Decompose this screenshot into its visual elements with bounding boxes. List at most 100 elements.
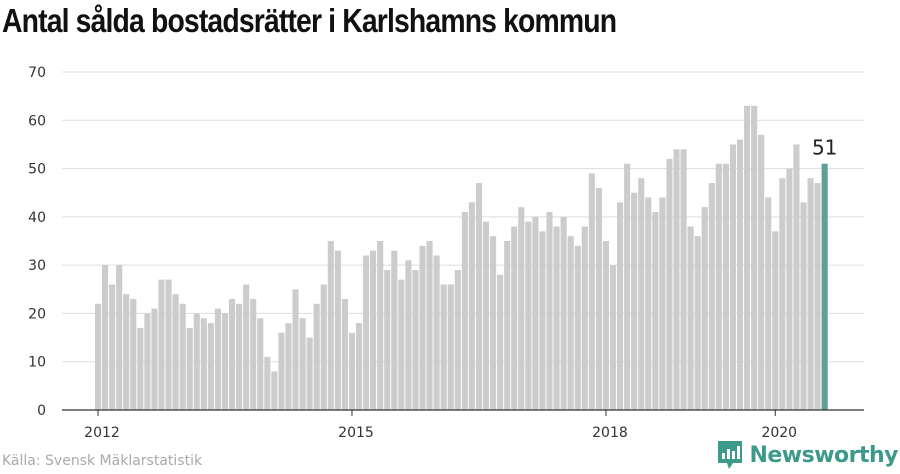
bar <box>525 221 532 410</box>
brand-logo: Newsworthy <box>717 440 898 470</box>
bar <box>490 236 497 410</box>
bar <box>151 308 158 410</box>
bar <box>278 332 285 410</box>
bar <box>701 207 708 410</box>
bar <box>109 284 116 410</box>
bar <box>553 226 560 410</box>
bar <box>461 212 468 410</box>
bar <box>765 197 772 410</box>
x-tick-label: 2018 <box>592 425 628 441</box>
bar <box>327 241 334 410</box>
bar <box>694 236 701 410</box>
bar <box>631 192 638 410</box>
bar <box>574 245 581 410</box>
bar <box>102 265 109 410</box>
bar <box>116 265 123 410</box>
x-axis-ticks: 2012 2015 2018 2020 <box>84 410 797 441</box>
bar <box>567 236 574 410</box>
chart-title: Antal sålda bostadsrätter i Karlshamns k… <box>2 2 617 39</box>
bar <box>645 197 652 410</box>
bar-highlight <box>821 163 828 410</box>
bar <box>355 323 363 410</box>
bar <box>518 207 525 410</box>
bar <box>179 303 186 410</box>
bar <box>744 105 751 411</box>
bar <box>348 332 356 410</box>
bar <box>426 241 433 410</box>
bar <box>440 284 447 410</box>
bar <box>186 327 193 410</box>
bar <box>482 221 490 410</box>
bar <box>419 245 426 410</box>
y-tick-label: 20 <box>28 306 46 322</box>
bar <box>708 183 715 410</box>
bar <box>715 163 722 410</box>
bars <box>94 105 828 411</box>
bar <box>666 158 673 410</box>
source-text: Källa: Svensk Mäklarstatistik <box>2 453 203 469</box>
bar <box>454 269 461 410</box>
bar <box>779 178 786 410</box>
bar <box>200 318 207 410</box>
y-tick-label: 40 <box>28 210 46 226</box>
bar <box>370 250 377 410</box>
bar <box>468 202 475 410</box>
bar <box>320 284 327 410</box>
bar <box>807 178 814 410</box>
y-tick-label: 60 <box>28 113 46 129</box>
bar <box>144 313 151 410</box>
bar <box>264 356 271 410</box>
bar <box>299 318 306 410</box>
bar <box>172 294 179 410</box>
bar <box>673 149 680 410</box>
bar <box>377 241 384 410</box>
bar <box>588 173 595 410</box>
bar <box>334 250 341 410</box>
bar <box>313 303 320 410</box>
bar <box>539 231 546 410</box>
newsworthy-logo-icon <box>718 441 743 469</box>
highlight-value-label: 51 <box>812 136 837 160</box>
bar <box>602 241 610 410</box>
bar <box>398 279 405 410</box>
bar <box>793 144 800 410</box>
y-axis-tick-labels: 0 10 20 30 40 50 60 70 <box>28 65 46 419</box>
bar <box>687 226 694 410</box>
bar <box>384 269 391 410</box>
bar <box>412 269 419 410</box>
bar <box>814 183 821 410</box>
bar <box>758 134 765 410</box>
y-tick-label: 70 <box>28 65 46 81</box>
y-tick-label: 50 <box>28 162 46 178</box>
bar <box>341 298 348 410</box>
bar <box>214 308 221 410</box>
bar <box>306 337 313 410</box>
bar <box>532 216 539 410</box>
bar <box>546 212 553 410</box>
bar <box>609 265 617 410</box>
bar <box>285 323 292 410</box>
bar <box>595 187 602 410</box>
bar <box>271 371 278 410</box>
bar <box>221 313 229 410</box>
bar <box>130 298 137 410</box>
y-tick-label: 30 <box>28 258 46 274</box>
bar <box>751 105 758 411</box>
bar <box>123 294 130 410</box>
bar <box>363 255 370 410</box>
y-tick-label: 0 <box>37 403 46 419</box>
bar <box>207 323 214 410</box>
bar <box>736 139 744 410</box>
bar <box>433 255 440 410</box>
bar <box>729 144 736 410</box>
bar <box>165 279 172 410</box>
bar <box>228 298 236 410</box>
bar <box>560 216 567 410</box>
x-tick-label: 2015 <box>338 425 374 441</box>
bar <box>405 260 412 410</box>
y-tick-label: 10 <box>28 355 46 371</box>
bar <box>638 178 645 410</box>
bar <box>158 279 165 410</box>
bar <box>250 298 257 410</box>
